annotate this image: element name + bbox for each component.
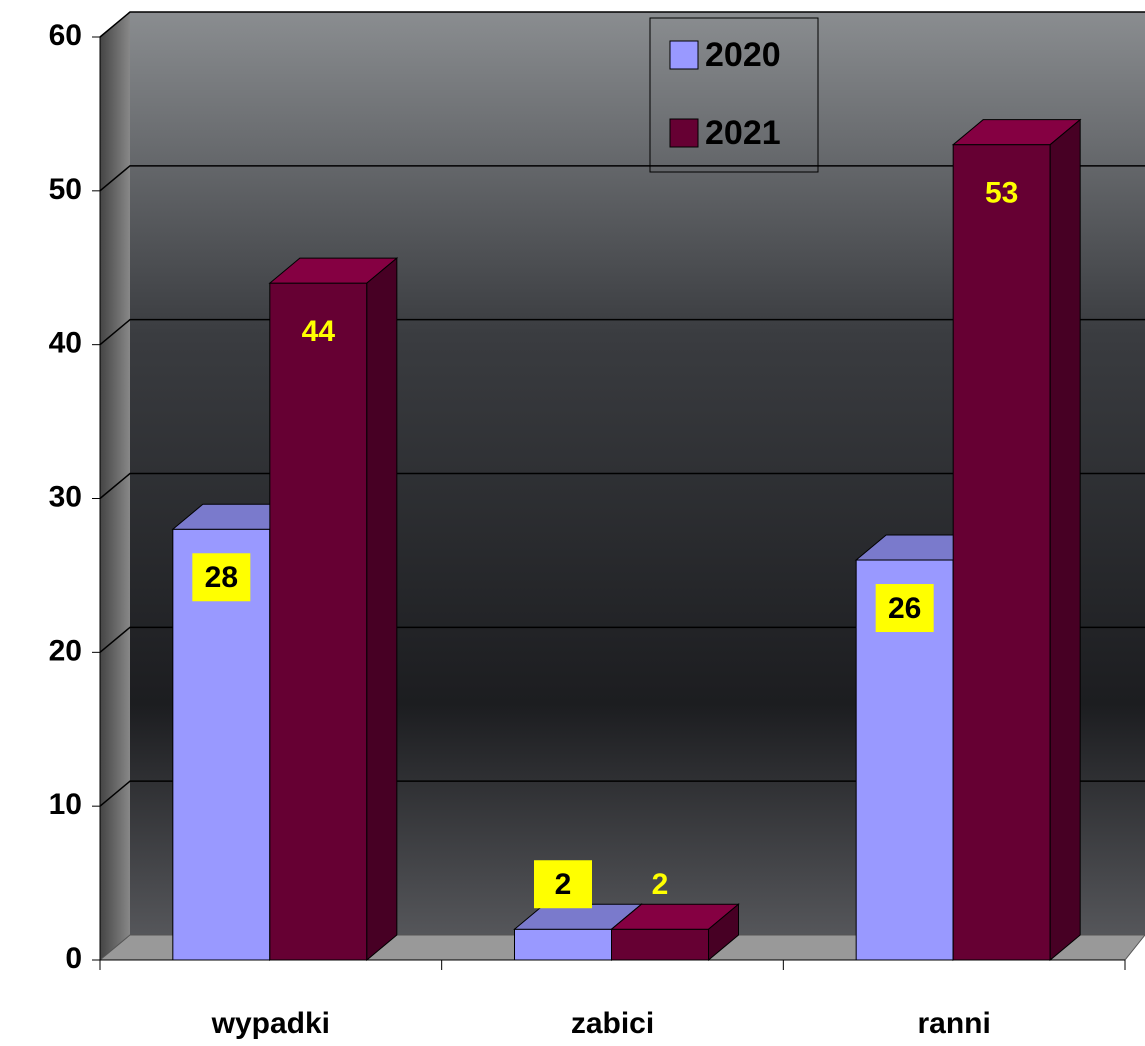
y-tick-label: 20: [49, 634, 82, 667]
x-tick-label: ranni: [917, 1007, 990, 1040]
data-label: 53: [985, 177, 1018, 210]
bar-side: [1050, 120, 1080, 960]
x-tick-label: wypadki: [211, 1007, 330, 1040]
bar-front: [270, 283, 367, 960]
bar: [270, 258, 397, 960]
page: 0 10 20 30 40 50 60 wypadki zabici ranni 28 2 26 44 2 5…: [0, 0, 1145, 1041]
bar-front: [612, 929, 709, 960]
data-label: 2: [555, 868, 572, 901]
bar-side: [367, 258, 397, 960]
data-label: 44: [302, 315, 336, 348]
chart: 0 10 20 30 40 50 60 wypadki zabici ranni 28 2 26 44 2 5…: [0, 0, 1145, 1041]
data-label: 2: [652, 868, 669, 901]
legend-label: 2021: [705, 114, 781, 152]
y-tick-label: 10: [49, 788, 82, 821]
legend-swatch: [670, 41, 698, 69]
y-tick-label: 0: [65, 942, 82, 975]
legend-swatch: [670, 119, 698, 147]
bar-front: [515, 929, 612, 960]
legend-label: 2020: [705, 36, 781, 74]
y-tick-label: 30: [49, 480, 82, 513]
bar: [953, 120, 1080, 960]
y-tick-label: 50: [49, 173, 82, 206]
y-tick-label: 40: [49, 327, 82, 360]
x-tick-label: zabici: [571, 1007, 654, 1040]
bar-front: [953, 145, 1050, 960]
y-tick-label: 60: [49, 19, 82, 52]
data-label: 28: [205, 561, 238, 594]
data-label: 26: [888, 592, 921, 625]
